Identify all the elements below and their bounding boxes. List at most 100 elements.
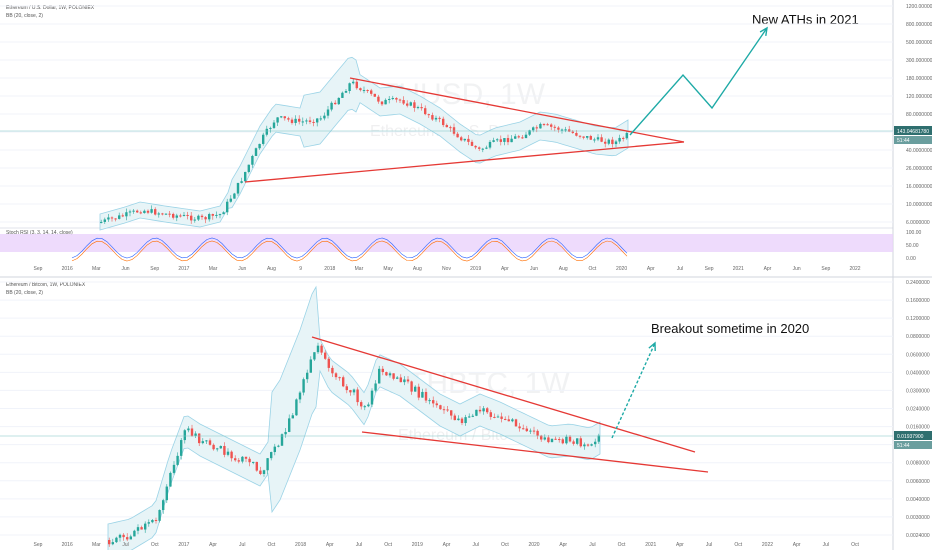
top-candle [506,138,510,143]
bot-x-tick: Apr [793,542,801,548]
bot-x-tick: 2019 [412,542,423,548]
top-candle [150,209,153,213]
top-candle [431,115,434,120]
top-candle [611,139,614,145]
bot-candle [486,408,489,413]
bot-candle [450,410,453,416]
rsi-k-line [71,237,628,259]
bot-candle [399,377,402,383]
top-x-tick: 2017 [178,266,189,272]
bot-candle [266,458,269,471]
bot-x-tick: Jul [122,542,128,548]
bot-candle [410,381,413,392]
bot-candle [118,534,122,538]
bot-candle [237,460,240,462]
bot-candle [403,379,406,383]
bot-candle [270,452,273,459]
rsi-label: Stoch RSI (3, 3, 14, 14, close) [6,230,73,236]
top-y-tick: 1200.0000000 [906,4,932,10]
top-annotation: New ATHs in 2021 [752,12,859,27]
bot-candle [352,389,356,393]
bot-candle [252,461,255,463]
top-x-tick: Aug [267,266,276,272]
bot-x-tick: Oct [618,542,626,548]
top-candle [528,130,531,135]
top-x-tick: 2022 [849,266,860,272]
bot-candle [324,352,327,359]
top-candle [510,138,513,143]
top-x-tick: Jun [793,266,801,272]
bot-candle [331,367,334,374]
bot-y-tick: 0.0800000 [906,334,930,340]
bot-candle [165,486,168,501]
bot-candle [169,472,172,487]
top-candle [326,109,330,116]
bot-candle [291,415,294,419]
bot-candle [525,428,528,432]
bot-candle [475,409,478,416]
bot-x-tick: 2016 [62,542,73,548]
top-y-tick: 800.0000000 [906,22,932,28]
top-candle [298,118,301,122]
top-candle [352,81,355,84]
rsi-y-tick: 0.00 [906,256,916,262]
bot-candle [158,510,161,521]
top-candle [442,118,445,126]
top-candle [211,214,214,216]
bot-candle [259,470,262,474]
top-candle [607,139,610,144]
bot-candle [309,359,312,373]
top-candle [517,136,520,138]
bot-candle [320,345,323,353]
bot-candle [147,522,150,524]
bot-y-tick: 0.0080000 [906,461,930,467]
top-candle [154,209,157,215]
bot-candle [532,430,536,432]
top-candle [416,107,420,109]
bot-candle [356,389,359,403]
top-candle [128,211,132,213]
bot-candle [255,461,258,471]
bot-candle [414,386,417,392]
top-candle [262,134,265,144]
bot-bollinger-band [107,285,601,550]
top-candle [190,215,193,221]
rsi-y-tick: 100.00 [906,230,922,236]
bot-x-tick: Oct [268,542,276,548]
top-y-tick: 10.0000000 [906,202,932,208]
bot-y-tick: 0.0060000 [906,479,930,485]
bot-candle [187,428,190,431]
top-candle [265,128,268,135]
top-candle [355,81,358,89]
top-candle [427,114,430,116]
top-candle [402,100,405,104]
bot-y-tick: 0.0300000 [906,388,930,394]
top-candle [197,215,200,220]
top-indicator-label: BB (20, close, 2) [6,13,43,19]
top-candle [107,217,110,220]
top-candle [535,127,538,129]
top-candle [323,115,326,119]
top-candle [247,164,250,172]
bot-candle [396,377,399,379]
top-candle [370,90,373,94]
top-candle [251,155,254,165]
bot-price-tag [894,431,932,440]
bot-x-tick: Jul [356,542,362,548]
bot-candle [568,436,572,442]
top-y-tick: 180.0000000 [906,76,932,82]
top-candle [521,137,524,139]
top-candle [575,132,578,136]
top-candle [110,217,114,219]
top-x-tick: May [383,266,393,272]
bot-candle [176,455,179,465]
top-candle [625,133,628,139]
bot-candle [288,418,291,432]
top-candle [366,90,369,92]
bot-x-tick: Apr [209,542,217,548]
top-candle [218,214,222,216]
bot-x-tick: Jul [823,542,829,548]
bot-candle [212,444,215,450]
